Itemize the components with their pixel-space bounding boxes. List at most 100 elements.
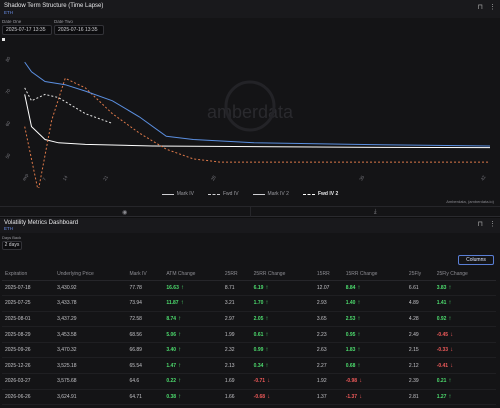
table-cell: 2025-12-26 (2, 357, 55, 375)
arrow-up-icon: ↑ (178, 378, 182, 385)
table-cell: 2.93 (313, 295, 343, 312)
table-cell: 77.78 (126, 280, 164, 297)
column-header[interactable]: ATM Change (163, 268, 222, 281)
arrow-up-icon: ↑ (448, 300, 452, 307)
table-cell: 3,437.29 (54, 311, 127, 328)
timelapse-marker[interactable] (2, 38, 5, 41)
y-tick-label: 80 (5, 55, 12, 62)
column-header[interactable]: 15RR (313, 268, 343, 281)
table-cell: 8.71 (221, 280, 251, 297)
more-options-icon[interactable]: ⋮ (489, 221, 496, 228)
table-cell: 1.27 ↑ (433, 389, 496, 406)
table-cell: 11.87 ↑ (163, 295, 222, 312)
column-header[interactable]: 15RR Change (342, 268, 406, 281)
arrow-up-icon: ↑ (357, 315, 361, 322)
legend-item[interactable]: Fwd IV 2 (302, 191, 338, 197)
table-row[interactable]: 2025-07-25 3,433.78 73.94 11.87 ↑ 3.21 1.70 ↑ 2.… (2, 295, 496, 312)
arrow-up-icon: ↑ (357, 300, 361, 307)
table-cell: 2026-06-26 (2, 389, 55, 406)
table-cell: -0.33 ↓ (433, 342, 496, 359)
chart-toolbar: ◉ ⤓ (0, 206, 500, 217)
x-tick-label: 35 (358, 174, 365, 181)
series-mark-iv (24, 94, 491, 149)
table-cell: 2.97 (221, 311, 251, 328)
more-options-icon[interactable]: ⋮ (489, 4, 496, 11)
table-cell: 3.83 ↑ (433, 280, 496, 297)
arrow-up-icon: ↑ (265, 331, 269, 338)
date-one-input[interactable]: 2025-07-17 13:35 (2, 25, 52, 35)
arrow-down-icon: ↓ (450, 362, 454, 369)
legend-item[interactable]: Mark IV 2 (252, 191, 289, 197)
x-tick-label: 28 (210, 174, 217, 181)
table-cell: 0.61 ↑ (250, 326, 314, 343)
arrow-up-icon: ↑ (357, 331, 361, 338)
arrow-up-icon: ↑ (178, 393, 182, 400)
panel-asset: ETH (4, 226, 13, 231)
bookmark-icon[interactable]: ⊓ (477, 4, 483, 11)
table-cell: 0.34 ↑ (250, 357, 314, 375)
table-cell: 66.89 (126, 342, 164, 359)
table-row[interactable]: 2026-03-27 3,575.68 64.6 0.22 ↑ 1.69 -0.71 ↓ 1.9… (2, 373, 496, 390)
table-cell: 1.40 ↑ (342, 295, 406, 312)
legend-item[interactable]: Mark IV (161, 191, 194, 197)
bookmark-icon[interactable]: ⊓ (477, 221, 483, 228)
table-cell: 64.6 (126, 373, 164, 390)
arrow-up-icon: ↑ (357, 347, 361, 354)
date-two-input[interactable]: 2025-07-16 13:35 (54, 25, 104, 35)
table-cell: 3,525.18 (54, 357, 127, 375)
table-row[interactable]: 2025-09-26 3,470.32 66.89 3.40 ↑ 2.32 0.99 ↑ 2.6… (2, 342, 496, 359)
table-row[interactable]: 2025-07-18 3,430.92 77.78 16.63 ↑ 8.71 6.19 ↑ 12… (2, 280, 496, 297)
table-cell: 1.70 ↑ (250, 295, 314, 312)
y-tick-label: 70 (5, 88, 12, 95)
table-cell: 2.23 (313, 326, 343, 343)
table-cell: 0.99 ↑ (250, 342, 314, 359)
columns-button[interactable]: Columns (458, 255, 494, 265)
table-cell: 1.47 ↑ (163, 357, 222, 375)
camera-icon[interactable]: ◉ (0, 207, 251, 217)
arrow-up-icon: ↑ (180, 284, 184, 291)
arrow-up-icon: ↑ (448, 378, 452, 385)
arrow-up-icon: ↑ (265, 347, 269, 354)
table-row[interactable]: 2025-08-29 3,453.58 68.56 5.06 ↑ 1.99 0.61 ↑ 2.2… (2, 326, 496, 343)
table-cell: 8.84 ↑ (342, 280, 406, 297)
x-tick-label: 42 (480, 174, 487, 181)
table-cell: 2025-07-18 (2, 280, 55, 297)
table-cell: 12.07 (313, 280, 343, 297)
column-header[interactable]: 25Fly (405, 268, 434, 281)
arrow-down-icon: ↓ (450, 331, 454, 338)
table-cell: 3,575.68 (54, 373, 127, 390)
table-row[interactable]: 2025-12-26 3,525.18 65.54 1.47 ↑ 2.13 0.34 ↑ 2.2… (2, 357, 496, 375)
arrow-up-icon: ↑ (178, 347, 182, 354)
table-row[interactable]: 2025-08-01 3,437.29 72.58 8.74 ↑ 2.97 2.05 ↑ 3.6… (2, 311, 496, 328)
column-header[interactable]: Underlying Price (54, 268, 127, 281)
download-icon[interactable]: ⤓ (373, 208, 377, 215)
arrow-down-icon: ↓ (450, 347, 454, 354)
legend-swatch (207, 193, 220, 195)
term-structure-chart[interactable]: amberdata 50 60 70 80 exp 7 14 21 28 35 42 (0, 40, 500, 192)
table-cell: 2.15 (405, 342, 434, 359)
table-cell: 68.56 (126, 326, 164, 343)
table-cell: -0.41 ↓ (433, 357, 496, 375)
table-cell: 3,470.32 (54, 342, 127, 359)
arrow-up-icon: ↑ (265, 362, 269, 369)
column-header[interactable]: 25RR Change (250, 268, 314, 281)
table-row[interactable]: 2026-06-26 3,624.91 64.71 0.38 ↑ 1.66 -0.68 ↓ 1.… (2, 389, 496, 406)
days-back-select[interactable]: 2 days (2, 241, 22, 250)
column-header[interactable]: 25Fly Change (433, 268, 496, 281)
column-header[interactable]: 25RR (221, 268, 251, 281)
column-header[interactable]: Mark IV (126, 268, 164, 281)
table-cell: 2.63 (313, 342, 343, 359)
panel-header: Shadow Term Structure (Time Lapse) ETH ⊓… (0, 0, 500, 18)
arrow-up-icon: ↑ (178, 362, 182, 369)
series-mark-iv-2 (24, 61, 491, 147)
table-cell: 1.83 ↑ (342, 342, 406, 359)
legend-swatch (161, 193, 174, 195)
chart-credit: Amberdata, (amberdata.io) (446, 199, 494, 204)
date-two-label: Date Two (54, 19, 73, 24)
chart-watermark: amberdata (207, 102, 294, 122)
legend-item[interactable]: Fwd IV (207, 191, 239, 197)
arrow-up-icon: ↑ (265, 284, 269, 291)
column-header[interactable]: Expiration (2, 268, 55, 281)
table-cell: 2.53 ↑ (342, 311, 406, 328)
table-cell: 2.12 (405, 357, 434, 375)
